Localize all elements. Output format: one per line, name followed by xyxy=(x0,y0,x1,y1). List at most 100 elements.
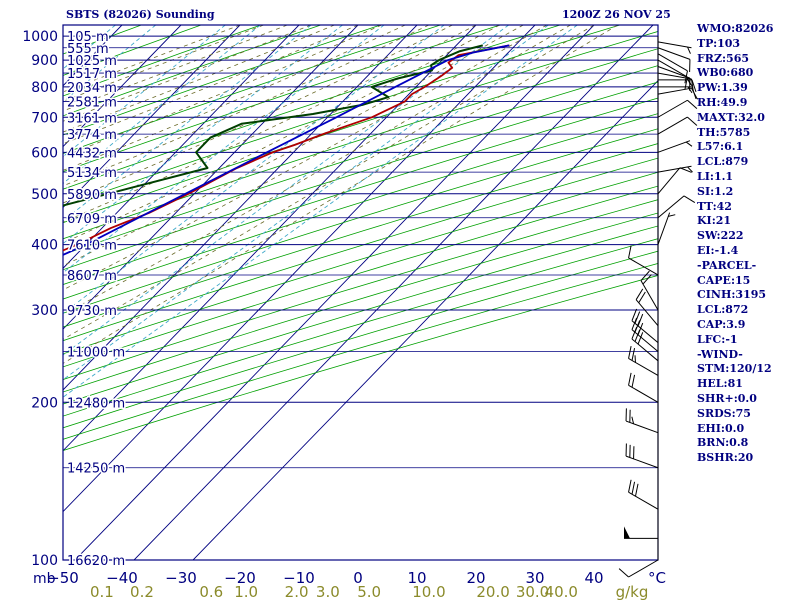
temperature-tick-label: 20 xyxy=(466,569,485,587)
index-item: STM:120/12 xyxy=(697,362,772,376)
moist-adiabat xyxy=(63,25,288,112)
index-item: TH:5785 xyxy=(697,125,751,139)
wind-barb-staff xyxy=(657,195,685,219)
temperature-tick-label: −20 xyxy=(224,569,256,587)
moist-adiabat xyxy=(63,25,618,364)
height-label: 6709 m xyxy=(67,212,117,227)
dry-adiabat xyxy=(63,225,658,405)
dry-adiabat xyxy=(63,97,658,286)
wind-barb-staff xyxy=(631,320,659,343)
indices-panel: WMO:82026 TP:103 FRZ:565 WB0:680 PW:1.39 RH:4… xyxy=(697,22,800,466)
wind-barb-staff xyxy=(657,66,691,79)
pressure-tick-label: 400 xyxy=(31,238,58,254)
pressure-tick-label: 1000 xyxy=(22,29,58,45)
wind-barb-full xyxy=(684,76,688,90)
dry-adiabat xyxy=(63,275,658,452)
wind-barb-full xyxy=(634,311,641,324)
wind-barb-full xyxy=(687,99,698,110)
moist-adiabat xyxy=(63,25,406,171)
wind-barb-full xyxy=(679,167,692,173)
index-item: WB0:680 xyxy=(697,66,754,80)
height-label: 555 m xyxy=(67,42,109,57)
wind-barb-full xyxy=(634,483,639,497)
index-item: CAPE:15 xyxy=(697,273,751,287)
height-label: 1517 m xyxy=(67,67,117,82)
temperature-tick-label: −50 xyxy=(47,569,79,587)
mixing-ratio-label: 3.0 xyxy=(316,583,340,600)
wind-barb-full xyxy=(628,245,632,259)
wind-barb-full xyxy=(631,308,638,321)
dry-adiabat xyxy=(63,238,658,417)
wind-barb xyxy=(628,345,659,376)
mixing-ratio-label: 0.2 xyxy=(130,583,154,600)
wind-barb-staff xyxy=(657,72,692,80)
index-item: MAXT:32.0 xyxy=(697,110,765,124)
height-label: 4432 m xyxy=(67,146,117,161)
moist-adiabat xyxy=(63,25,595,340)
wind-barb-staff xyxy=(625,455,659,469)
index-item: BRN:0.8 xyxy=(697,436,749,450)
pressure-tick-label: 900 xyxy=(31,53,58,69)
isotherm-line xyxy=(63,25,182,148)
wind-barb-full xyxy=(631,374,636,388)
observation-time: 1200Z 26 NOV 25 xyxy=(562,8,671,21)
mixing-ratio-line xyxy=(63,25,312,222)
wind-barb-full xyxy=(631,481,636,495)
dry-adiabat xyxy=(63,25,262,97)
temperature-tick-label: −10 xyxy=(283,569,315,587)
moist-adiabat xyxy=(63,25,311,122)
wind-barb-staff xyxy=(657,167,681,195)
wind-barb-staff xyxy=(625,420,659,434)
wind-barb-staff xyxy=(635,299,659,327)
wind-barb-staff xyxy=(657,140,691,153)
index-item: EI:-1.4 xyxy=(697,243,739,257)
mixing-ratio-line xyxy=(63,25,578,398)
dry-adiabat xyxy=(63,250,658,429)
isotherm-line xyxy=(63,25,64,26)
wind-barb-staff xyxy=(657,165,692,173)
wind-barb xyxy=(624,526,658,539)
pressure-tick-label: 300 xyxy=(31,303,58,319)
temperature-tick-label: −30 xyxy=(165,569,197,587)
wind-barb xyxy=(657,165,693,173)
height-label: 2034 m xyxy=(67,81,117,96)
index-item: LI:1.1 xyxy=(697,169,734,183)
dry-adiabat xyxy=(63,25,621,207)
wind-barb xyxy=(618,559,659,578)
wind-barb-staff xyxy=(657,59,688,78)
height-label: 11000 m xyxy=(67,346,125,361)
dry-adiabat xyxy=(63,185,658,368)
isotherm-line xyxy=(192,80,658,560)
dry-adiabat xyxy=(63,212,658,393)
pressure-tick-label: 600 xyxy=(31,145,58,161)
temperature-unit-label: °C xyxy=(648,569,666,587)
height-label: 5890 m xyxy=(67,188,117,203)
pressure-tick-label: 800 xyxy=(31,80,58,96)
wind-barb-pennant xyxy=(624,526,630,539)
wind-barb xyxy=(628,245,659,276)
height-label: 8607 m xyxy=(67,269,117,284)
wind-barb-staff xyxy=(657,99,688,118)
wind-barb xyxy=(640,270,659,311)
dewpoint-line xyxy=(63,44,484,207)
wind-barb-full xyxy=(638,291,646,304)
index-item: LFC:-1 xyxy=(697,332,738,346)
wind-barb xyxy=(625,443,659,469)
index-item: TP:103 xyxy=(697,36,741,50)
wind-barb-half xyxy=(687,79,693,87)
dry-adiabat xyxy=(63,25,202,76)
wind-barb-staff xyxy=(628,257,659,276)
wind-barb-half xyxy=(687,86,693,94)
wind-barb-staff xyxy=(657,53,688,72)
pressure-tick-label: 700 xyxy=(31,110,58,126)
dry-adiabat xyxy=(63,157,658,342)
wind-barb-staff xyxy=(657,47,691,60)
wind-barb-staff xyxy=(657,116,688,135)
temperature-tick-label: −40 xyxy=(106,569,138,587)
index-item: CINH:3195 xyxy=(697,288,767,302)
index-item: RH:49.9 xyxy=(697,95,748,109)
wind-barb-staff xyxy=(628,384,659,403)
mixing-ratio-label: 0.1 xyxy=(90,583,114,600)
wind-barb-half xyxy=(668,214,676,217)
